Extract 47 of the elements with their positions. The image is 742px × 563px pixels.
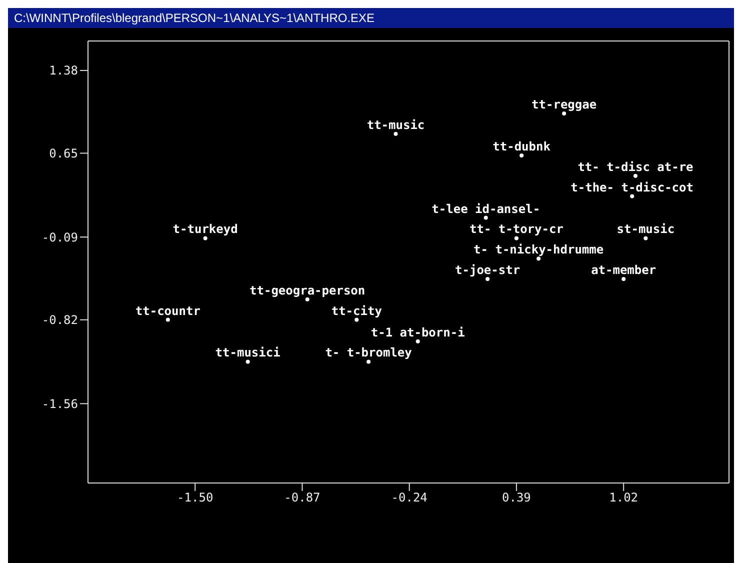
series-label: st-music: [616, 222, 675, 236]
point: [514, 236, 518, 240]
series-label: t-1 at-born-i: [370, 325, 465, 340]
point: [305, 297, 310, 302]
x-tick-label: 1.02: [609, 490, 638, 505]
series-label: tt-city: [331, 304, 382, 318]
y-tick-label: -0.09: [42, 230, 78, 244]
series-label: at-member: [591, 263, 656, 277]
point: [536, 256, 541, 261]
series-label: tt-countr: [135, 304, 200, 318]
point: [622, 277, 626, 281]
x-tick-label: 0.39: [502, 490, 531, 505]
series-label: tt-reggae: [532, 98, 597, 112]
series-label: tt-musici: [215, 346, 280, 360]
series-label: t-joe-str: [455, 263, 520, 277]
x-tick-label: -0.24: [391, 490, 428, 505]
y-tick-label: -0.82: [42, 313, 78, 328]
point: [633, 174, 638, 178]
y-tick-label: 0.65: [49, 146, 78, 160]
point: [562, 112, 566, 116]
point: [630, 194, 634, 198]
series-label: t-turkeyd: [172, 222, 238, 236]
point: [366, 360, 371, 364]
series-label: tt-dubnk: [492, 139, 552, 154]
series-label: t- t-nicky-hdrumme: [474, 242, 604, 257]
point: [644, 236, 648, 240]
chart-title: C:\WINNT\Profiles\blegrand\PERSON~1\ANALYS~1\ANTHRO.EXE: [8, 8, 734, 28]
point: [166, 318, 170, 322]
x-tick-label: -0.87: [284, 490, 320, 505]
point: [246, 360, 250, 364]
series-label: tt- t-tory-cr: [470, 222, 564, 236]
series-label: t-lee id-ansel-: [432, 202, 540, 216]
series-label: tt-music: [366, 118, 425, 132]
y-tick-label: -1.56: [42, 396, 78, 411]
point: [394, 132, 398, 136]
series-label: tt-geogra-person: [250, 283, 366, 298]
x-tick-label: -1.50: [177, 490, 214, 505]
point: [354, 318, 359, 322]
point: [416, 339, 420, 344]
series-label: tt- t-disc at-re: [578, 160, 694, 174]
point: [203, 236, 208, 240]
point: [520, 153, 524, 158]
series-label: t- t-bromley: [325, 346, 412, 360]
series-label: t-the- t-disc-cot: [570, 180, 694, 194]
y-tick-label: 1.38: [49, 64, 78, 78]
point: [484, 216, 488, 220]
point: [486, 277, 490, 281]
